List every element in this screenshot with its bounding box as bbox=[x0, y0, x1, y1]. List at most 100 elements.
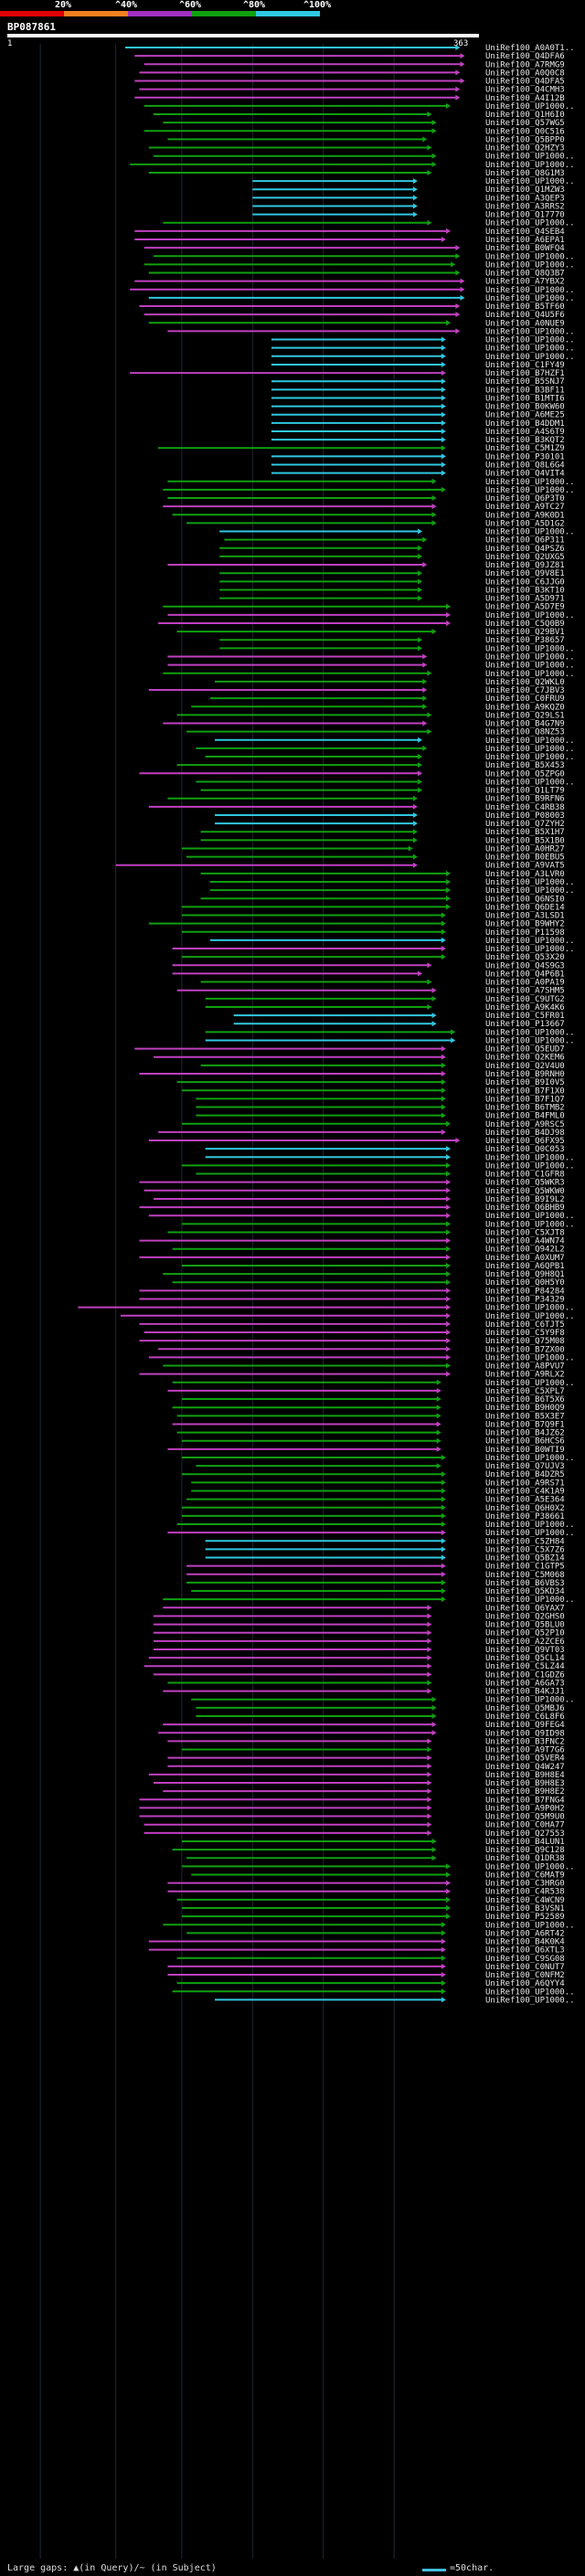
hit-row[interactable]: UniRef100_Q2WKL0 bbox=[215, 678, 565, 687]
hit-label[interactable]: UniRef100_Q6NSI0 bbox=[485, 895, 565, 904]
hit-row[interactable]: UniRef100_Q1DR38 bbox=[186, 1854, 565, 1863]
hit-label[interactable]: UniRef100_Q7ZYH2 bbox=[485, 820, 565, 829]
hit-row[interactable]: UniRef100_Q1MZW3 bbox=[252, 186, 565, 195]
hit-label[interactable]: UniRef100_UP1000.. bbox=[485, 1212, 575, 1221]
hit-row[interactable]: UniRef100_Q7ZYH2 bbox=[215, 820, 565, 829]
hit-label[interactable]: UniRef100_UP1000.. bbox=[485, 1988, 575, 1997]
hit-row[interactable]: UniRef100_C5ZH84 bbox=[205, 1537, 565, 1546]
hit-label[interactable]: UniRef100_Q5WKW0 bbox=[485, 1187, 565, 1196]
hit-label[interactable]: UniRef100_Q17770 bbox=[485, 211, 565, 220]
hit-row[interactable]: UniRef100_P11598 bbox=[181, 928, 565, 938]
hit-row[interactable]: UniRef100_UP1000.. bbox=[205, 1036, 575, 1045]
hit-label[interactable]: UniRef100_UP1000.. bbox=[485, 102, 575, 111]
hit-label[interactable]: UniRef100_P11598 bbox=[485, 928, 565, 938]
hit-label[interactable]: UniRef100_C6MAT9 bbox=[485, 1871, 565, 1880]
hit-label[interactable]: UniRef100_B5SNJ7 bbox=[485, 377, 565, 387]
hit-row[interactable]: UniRef100_UP1000.. bbox=[167, 327, 575, 336]
hit-label[interactable]: UniRef100_Q5BZ14 bbox=[485, 1554, 565, 1564]
hit-row[interactable]: UniRef100_C4WCN9 bbox=[176, 1896, 565, 1905]
hit-row[interactable]: UniRef100_B5X1H7 bbox=[200, 828, 565, 837]
hit-row[interactable]: UniRef100_Q6NSI0 bbox=[200, 895, 565, 904]
hit-row[interactable]: UniRef100_UP1000.. bbox=[209, 886, 575, 896]
hit-row[interactable]: UniRef100_B0WFQ4 bbox=[144, 244, 565, 253]
hit-row[interactable]: UniRef100_Q6XTL3 bbox=[148, 1946, 565, 1956]
hit-row[interactable]: UniRef100_Q2GHS0 bbox=[153, 1612, 565, 1621]
hit-row[interactable]: UniRef100_UP1000.. bbox=[196, 745, 575, 754]
hit-label[interactable]: UniRef100_UP1000.. bbox=[485, 937, 575, 946]
hit-row[interactable]: UniRef100_C5XPL7 bbox=[167, 1387, 565, 1396]
hit-label[interactable]: UniRef100_Q9VT03 bbox=[485, 1646, 565, 1655]
hit-row[interactable]: UniRef100_B7FNG4 bbox=[139, 1796, 565, 1805]
hit-label[interactable]: UniRef100_B0WFQ4 bbox=[485, 244, 565, 253]
hit-label[interactable]: UniRef100_UP1000.. bbox=[485, 778, 575, 787]
hit-label[interactable]: UniRef100_Q5WKR3 bbox=[485, 1179, 565, 1188]
hit-label[interactable]: UniRef100_Q9FEG4 bbox=[485, 1721, 565, 1730]
hit-row[interactable]: UniRef100_B4G7N9 bbox=[163, 720, 565, 729]
hit-row[interactable]: UniRef100_B5X453 bbox=[176, 761, 565, 770]
hit-row[interactable]: UniRef100_UP1000.. bbox=[191, 1696, 575, 1705]
hit-row[interactable]: UniRef100_UP1000.. bbox=[205, 753, 575, 762]
hit-row[interactable]: UniRef100_UP1000.. bbox=[181, 1862, 575, 1871]
hit-row[interactable]: UniRef100_Q2V4U0 bbox=[200, 1062, 565, 1071]
hit-label[interactable]: UniRef100_B7F1Q7 bbox=[485, 1095, 565, 1104]
hit-row[interactable]: UniRef100_C4K1A9 bbox=[191, 1487, 565, 1496]
hit-row[interactable]: UniRef100_C6MAT9 bbox=[191, 1871, 565, 1880]
hit-label[interactable]: UniRef100_UP1000.. bbox=[485, 1036, 575, 1045]
hit-label[interactable]: UniRef100_Q0C516 bbox=[485, 127, 565, 136]
hit-row[interactable]: UniRef100_Q52P10 bbox=[153, 1629, 565, 1638]
hit-row[interactable]: UniRef100_Q4U5F6 bbox=[144, 311, 565, 320]
hit-row[interactable]: UniRef100_UP1000.. bbox=[163, 1921, 575, 1930]
hit-row[interactable]: UniRef100_C5LZ44 bbox=[144, 1662, 565, 1671]
hit-row[interactable]: UniRef100_Q9FEG4 bbox=[163, 1721, 565, 1730]
hit-row[interactable]: UniRef100_B4DZR5 bbox=[181, 1470, 565, 1479]
hit-row[interactable]: UniRef100_Q5KD34 bbox=[191, 1587, 565, 1596]
hit-label[interactable]: UniRef100_B3FNC2 bbox=[485, 1737, 565, 1746]
hit-label[interactable]: UniRef100_B4JZ62 bbox=[485, 1429, 565, 1438]
hit-label[interactable]: UniRef100_UP1000.. bbox=[485, 336, 575, 345]
hit-row[interactable]: UniRef100_Q2UXG5 bbox=[219, 553, 565, 562]
hit-label[interactable]: UniRef100_B9RFN6 bbox=[485, 795, 565, 804]
hit-label[interactable]: UniRef100_A9T7G6 bbox=[485, 1746, 565, 1755]
hit-row[interactable]: UniRef100_B9H8E2 bbox=[163, 1787, 565, 1797]
hit-label[interactable]: UniRef100_Q0H5Y0 bbox=[485, 1278, 565, 1288]
hit-row[interactable]: UniRef100_P34329 bbox=[139, 1296, 565, 1305]
hit-row[interactable]: UniRef100_UP1000.. bbox=[148, 294, 575, 303]
hit-row[interactable]: UniRef100_Q8Q3B7 bbox=[148, 270, 565, 279]
hit-label[interactable]: UniRef100_B4FML0 bbox=[485, 1112, 565, 1121]
hit-label[interactable]: UniRef100_UP1000.. bbox=[485, 161, 575, 170]
hit-row[interactable]: UniRef100_B4FML0 bbox=[196, 1112, 565, 1121]
hit-label[interactable]: UniRef100_B9H0Q9 bbox=[485, 1404, 565, 1413]
hit-row[interactable]: UniRef100_UP1000.. bbox=[271, 336, 575, 345]
hit-label[interactable]: UniRef100_Q4VIT4 bbox=[485, 470, 565, 479]
hit-row[interactable]: UniRef100_A7YBX2 bbox=[134, 278, 565, 287]
hit-label[interactable]: UniRef100_UP1000.. bbox=[485, 1595, 575, 1605]
hit-row[interactable]: UniRef100_A5E364 bbox=[186, 1496, 565, 1505]
hit-label[interactable]: UniRef100_C5Q0B9 bbox=[485, 620, 565, 629]
hit-label[interactable]: UniRef100_A9TC27 bbox=[485, 503, 565, 512]
hit-row[interactable]: UniRef100_Q53X20 bbox=[181, 953, 565, 962]
hit-row[interactable]: UniRef100_B1MTI6 bbox=[271, 394, 565, 403]
hit-row[interactable]: UniRef100_UP1000.. bbox=[205, 1153, 575, 1162]
hit-row[interactable]: UniRef100_Q0C516 bbox=[144, 127, 565, 136]
hit-label[interactable]: UniRef100_C9UTG2 bbox=[485, 995, 565, 1004]
hit-row[interactable]: UniRef100_C5X7Z6 bbox=[205, 1545, 565, 1554]
hit-label[interactable]: UniRef100_Q4S9G3 bbox=[485, 961, 565, 970]
hit-label[interactable]: UniRef100_C6JJG0 bbox=[485, 578, 565, 587]
hit-label[interactable]: UniRef100_Q6DE14 bbox=[485, 903, 565, 912]
hit-label[interactable]: UniRef100_UP1000.. bbox=[485, 1862, 575, 1871]
hit-label[interactable]: UniRef100_C5M1Z9 bbox=[485, 444, 565, 453]
hit-label[interactable]: UniRef100_P38657 bbox=[485, 636, 565, 645]
hit-label[interactable]: UniRef100_P34329 bbox=[485, 1296, 565, 1305]
hit-label[interactable]: UniRef100_B9H8E2 bbox=[485, 1787, 565, 1797]
hit-label[interactable]: UniRef100_Q1H6I0 bbox=[485, 111, 565, 120]
hit-row[interactable]: UniRef100_Q7UJV3 bbox=[196, 1462, 565, 1471]
hit-row[interactable]: UniRef100_P84284 bbox=[139, 1287, 565, 1296]
hit-label[interactable]: UniRef100_Q5CL14 bbox=[485, 1654, 565, 1663]
hit-label[interactable]: UniRef100_C5LZ44 bbox=[485, 1662, 565, 1671]
hit-row[interactable]: UniRef100_B3VSN1 bbox=[181, 1904, 565, 1913]
hit-label[interactable]: UniRef100_UP1000.. bbox=[485, 1521, 575, 1530]
hit-label[interactable]: UniRef100_C0FRU9 bbox=[485, 694, 565, 704]
hit-row[interactable]: UniRef100_B6T5X6 bbox=[181, 1395, 565, 1405]
hit-label[interactable]: UniRef100_B6VBS3 bbox=[485, 1579, 565, 1588]
hit-row[interactable]: UniRef100_A4S6T9 bbox=[271, 428, 565, 437]
